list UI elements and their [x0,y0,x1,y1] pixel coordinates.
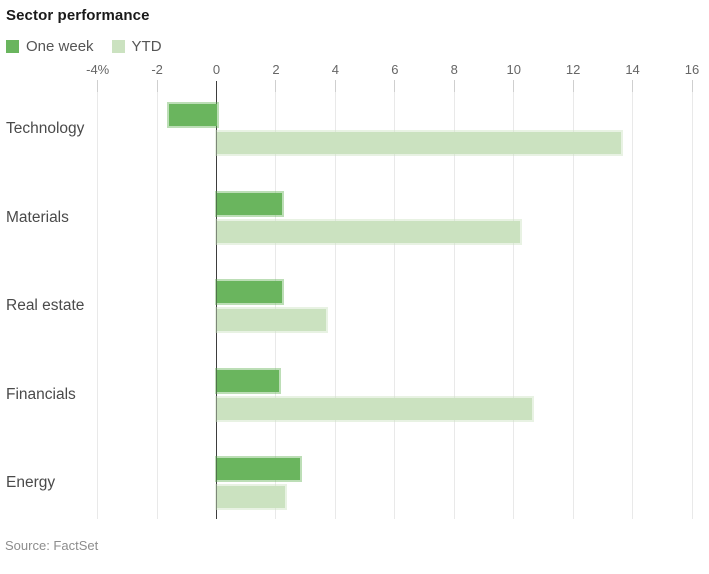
gridline [513,92,515,519]
gridline [334,92,336,519]
gridline [453,92,455,519]
bar-one-week-technology [169,104,217,126]
bar-ytd-materials [216,220,520,243]
x-tick-mark [97,80,99,92]
x-tick-label: 2 [272,62,280,77]
x-tick-label: 4 [331,62,340,77]
gridline [97,92,99,519]
gridline [691,92,693,519]
legend-item-one-week: One week [6,38,94,55]
x-tick-mark [513,80,515,92]
x-tick-mark [632,80,634,92]
gridline [275,92,277,519]
legend-label-ytd: YTD [131,38,162,55]
x-tick-mark [453,80,455,92]
category-label-energy: Energy [6,474,56,492]
x-tick-label: 0 [212,62,221,77]
x-tick-mark [394,80,396,92]
legend-item-ytd: YTD [111,38,162,55]
gridline [632,92,634,519]
bar-ytd-real-estate [216,309,327,332]
x-tick-label: 14 [625,62,640,77]
x-tick-label: -4% [86,62,110,77]
gridline [572,92,574,519]
bar-one-week-financials [216,369,279,392]
bar-one-week-energy [216,458,300,481]
category-label-technology: Technology [6,120,85,137]
bar-one-week-real-estate [216,281,282,304]
x-tick-label: 6 [391,62,399,77]
category-label-financials: Financials [6,385,76,403]
legend-label-one-week: One week [26,38,94,55]
chart-title: Sector performance [6,7,150,24]
one-week-swatch-icon [6,40,19,53]
x-tick-label: 16 [684,62,700,77]
x-tick-mark [334,80,336,92]
x-tick-mark [691,80,693,92]
legend: One week YTD [6,38,162,55]
bar-ytd-technology [216,132,621,154]
category-label-materials: Materials [6,208,69,226]
x-tick-mark [156,80,158,92]
bar-one-week-materials [216,192,282,215]
x-tick-label: 10 [506,62,521,77]
source-note: Source: FactSet [5,538,99,553]
x-tick-label: 12 [565,62,581,77]
x-tick-mark [275,80,277,92]
bar-ytd-financials [216,397,532,420]
x-tick-mark [572,80,574,92]
x-tick-label: -2 [151,62,163,77]
bar-ytd-energy [216,486,285,509]
ytd-swatch-icon [111,40,125,53]
x-tick-label: 8 [450,62,458,77]
gridline [156,92,158,519]
category-label-real-estate: Real estate [6,297,85,315]
gridline [394,92,396,519]
